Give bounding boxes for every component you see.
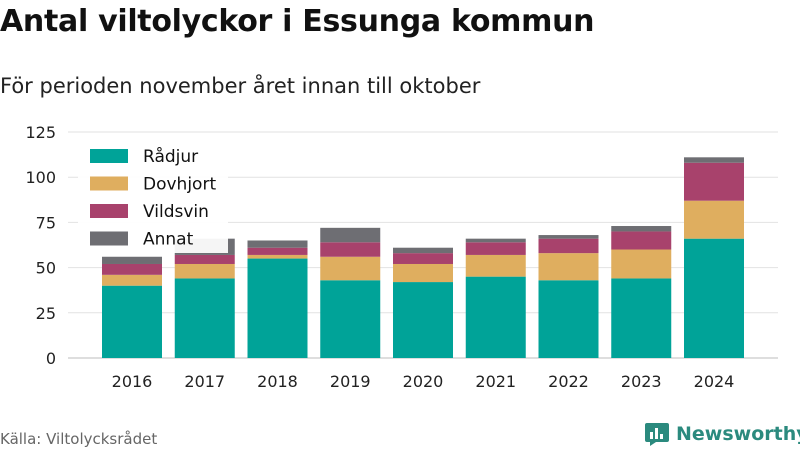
bar-segment bbox=[465, 254, 526, 277]
x-tick-label: 2024 bbox=[694, 372, 735, 391]
x-tick-label: 2023 bbox=[621, 372, 662, 391]
y-tick-label: 50 bbox=[36, 259, 56, 278]
bar-segment bbox=[684, 157, 744, 163]
legend-swatch bbox=[90, 149, 128, 163]
legend-label: Dovhjort bbox=[143, 175, 216, 195]
x-tick-label: 2016 bbox=[112, 372, 153, 391]
chart-subtitle: För perioden november året innan till ok… bbox=[0, 74, 481, 98]
bar-segment bbox=[174, 254, 235, 264]
bar-segment bbox=[247, 247, 308, 255]
bar-segment bbox=[684, 238, 744, 358]
x-tick-label: 2019 bbox=[330, 372, 371, 391]
bar-segment bbox=[247, 254, 308, 259]
x-tick-label: 2020 bbox=[403, 372, 444, 391]
y-tick-label: 100 bbox=[25, 168, 56, 187]
bar-segment bbox=[538, 238, 599, 254]
legend-swatch bbox=[90, 176, 128, 191]
bar-segment bbox=[393, 247, 453, 254]
legend-label: Rådjur bbox=[143, 146, 198, 167]
legend-label: Vildsvin bbox=[143, 202, 209, 222]
bar-segment bbox=[538, 235, 599, 239]
bar-segment bbox=[684, 200, 744, 239]
bar-segment bbox=[320, 280, 381, 358]
chart-title: Antal viltolyckor i Essunga kommun bbox=[0, 4, 595, 39]
x-tick-label: 2021 bbox=[475, 372, 516, 391]
bar-segment bbox=[102, 256, 162, 264]
newsworthy-logo-icon bbox=[645, 423, 669, 446]
bar-segment bbox=[465, 242, 526, 255]
legend-swatch bbox=[90, 231, 128, 246]
bar-segment bbox=[320, 256, 381, 281]
bar-segment bbox=[611, 231, 672, 250]
bar-segment bbox=[611, 226, 672, 232]
bar-segment bbox=[538, 253, 599, 281]
y-tick-label: 25 bbox=[36, 304, 56, 323]
bar-segment bbox=[320, 227, 381, 243]
bar-segment bbox=[393, 263, 453, 283]
bar-segment bbox=[102, 285, 162, 358]
x-tick-label: 2018 bbox=[257, 372, 298, 391]
bar-segment bbox=[611, 278, 672, 358]
bar-segment bbox=[102, 274, 162, 286]
x-tick-label: 2022 bbox=[548, 372, 589, 391]
source-note: Källa: Viltolycksrådet bbox=[0, 430, 158, 448]
bar-segment bbox=[393, 282, 453, 358]
bar-segment bbox=[465, 276, 526, 358]
y-tick-label: 0 bbox=[46, 349, 56, 368]
bar-segment bbox=[247, 240, 308, 248]
bar-segment bbox=[174, 278, 235, 358]
legend-swatch bbox=[90, 204, 128, 218]
bar-segment bbox=[174, 263, 235, 279]
bar-segment bbox=[102, 263, 162, 275]
bar-segment bbox=[538, 280, 599, 358]
y-tick-label: 125 bbox=[25, 123, 56, 142]
bar-segment bbox=[320, 242, 381, 257]
bar-segment bbox=[247, 258, 308, 358]
bar-segment bbox=[611, 249, 672, 279]
y-tick-label: 75 bbox=[36, 213, 56, 232]
stacked-bar-chart: 0 25 50 75 100 125 2016 2017 2018 2019 2020 2021 202… bbox=[25, 123, 778, 391]
x-tick-label: 2017 bbox=[184, 372, 225, 391]
bar-segment bbox=[684, 162, 744, 201]
legend-label: Annat bbox=[143, 230, 194, 250]
brand-name: Newsworthy bbox=[676, 423, 800, 445]
bar-segment bbox=[465, 238, 526, 243]
bar-segment bbox=[393, 253, 453, 264]
brand-logo: Newsworthy bbox=[644, 420, 800, 448]
